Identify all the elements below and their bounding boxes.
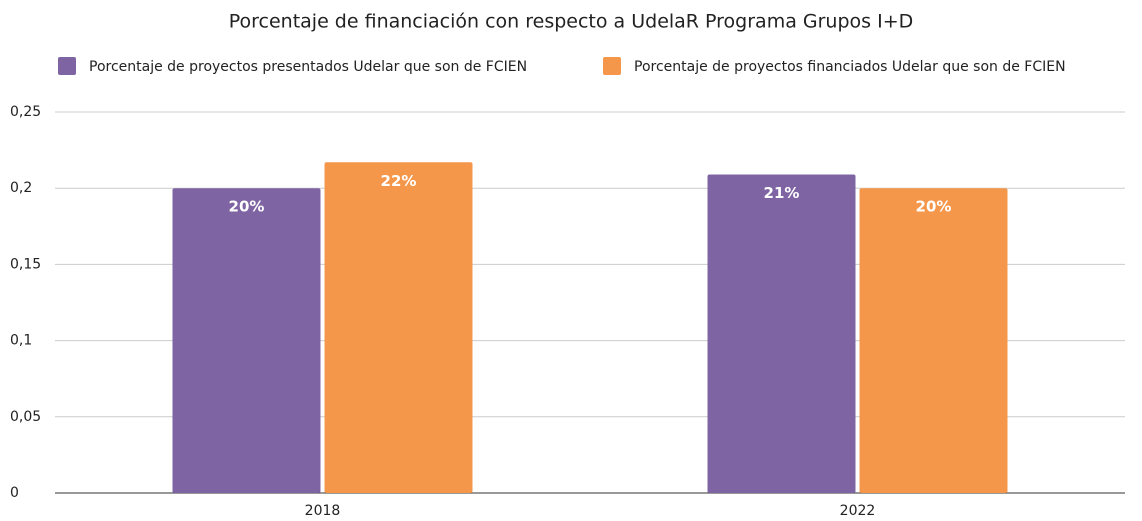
legend-label: Porcentaje de proyectos financiados Udel… — [634, 59, 1066, 75]
value-label: 22% — [381, 172, 417, 190]
bar — [172, 188, 321, 493]
legend-label: Porcentaje de proyectos presentados Udel… — [89, 59, 527, 75]
y-tick-label: 0,05 — [10, 409, 41, 425]
value-label: 20% — [229, 198, 265, 216]
bar — [859, 188, 1008, 493]
y-tick-label: 0,15 — [10, 256, 41, 272]
y-tick-label: 0,2 — [10, 180, 32, 196]
chart-title: Porcentaje de financiación con respecto … — [229, 11, 914, 33]
bar — [324, 162, 473, 494]
value-label: 20% — [916, 198, 952, 216]
x-tick-label: 2022 — [840, 503, 876, 519]
legend-swatch — [58, 57, 76, 75]
legend-swatch — [603, 57, 621, 75]
x-tick-label: 2018 — [305, 503, 341, 519]
y-tick-label: 0,25 — [10, 104, 41, 120]
bar — [707, 174, 856, 493]
value-label: 21% — [764, 184, 800, 202]
y-tick-label: 0 — [10, 485, 19, 501]
y-tick-label: 0,1 — [10, 333, 32, 349]
